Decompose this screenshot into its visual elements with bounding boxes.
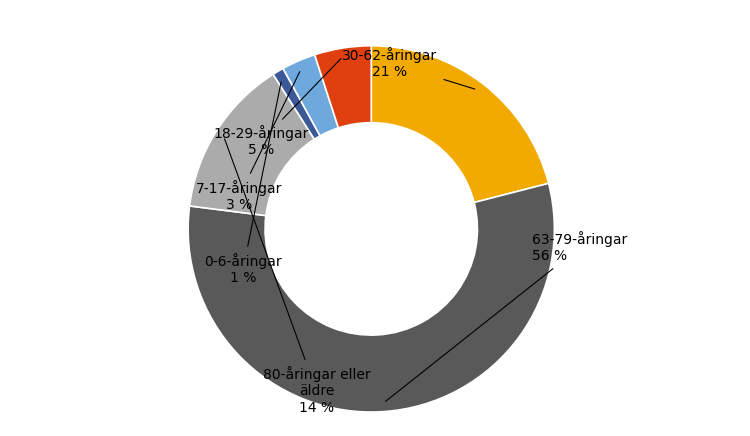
Text: 80-åringar eller
äldre
14 %: 80-åringar eller äldre 14 % [224, 139, 370, 415]
Wedge shape [273, 68, 320, 139]
Text: 0-6-åringar
1 %: 0-6-åringar 1 % [204, 82, 282, 285]
Text: 30-62-åringar
21 %: 30-62-åringar 21 % [342, 47, 475, 89]
Wedge shape [283, 55, 338, 136]
Wedge shape [315, 46, 371, 128]
Text: 7-17-åringar
3 %: 7-17-åringar 3 % [196, 72, 300, 212]
Wedge shape [371, 46, 548, 202]
Wedge shape [188, 184, 554, 412]
Text: 63-79-åringar
56 %: 63-79-åringar 56 % [386, 231, 628, 402]
Wedge shape [190, 74, 314, 215]
Text: 18-29-åringar
5 %: 18-29-åringar 5 % [214, 58, 341, 157]
